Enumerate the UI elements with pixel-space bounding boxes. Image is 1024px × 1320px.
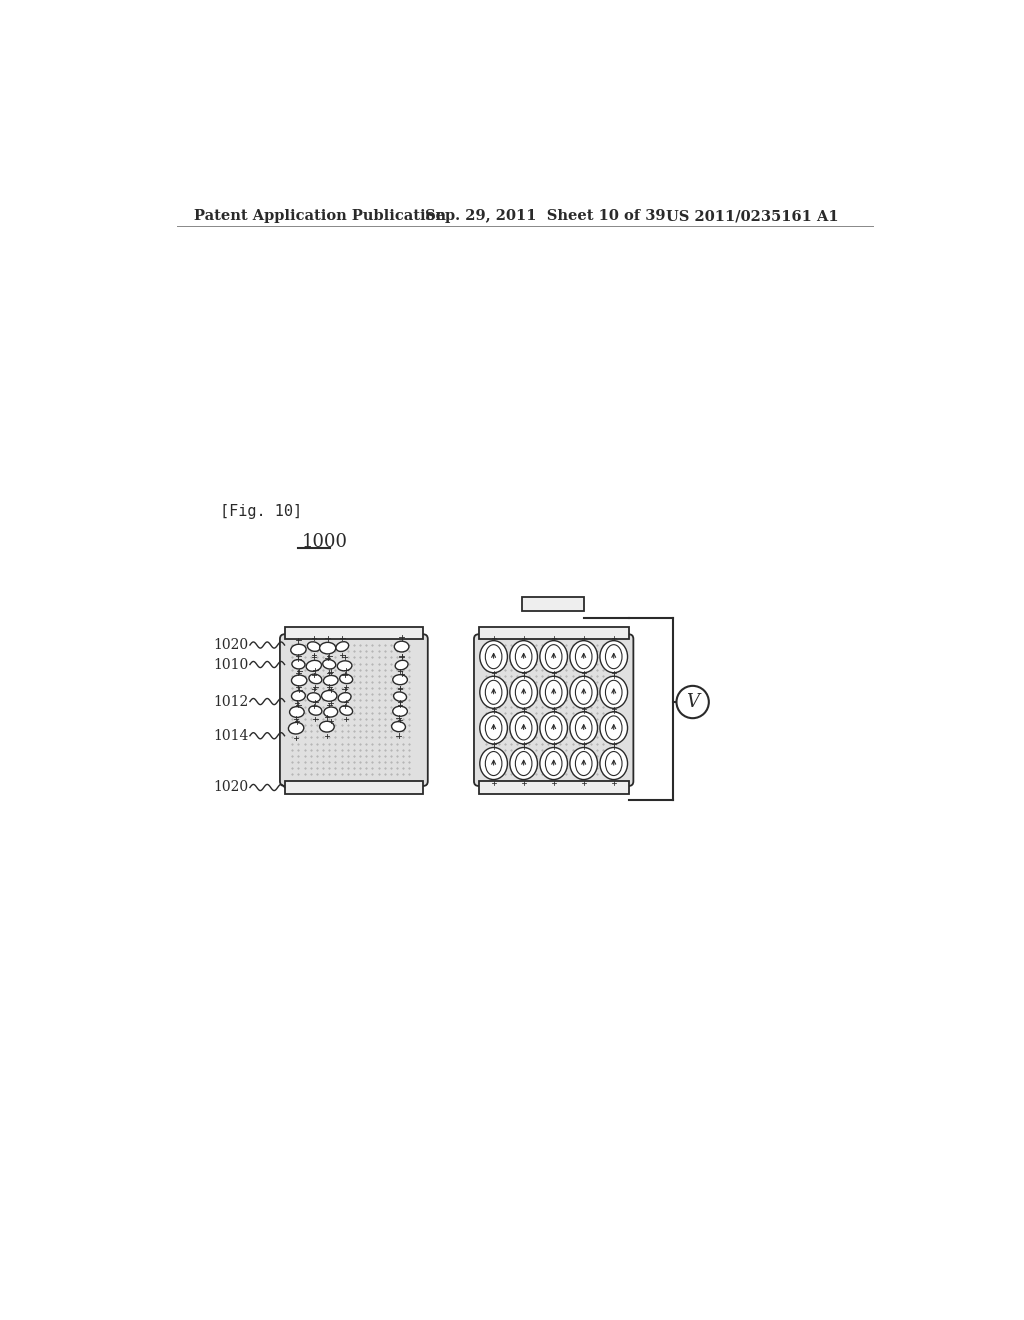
Ellipse shape bbox=[319, 721, 334, 733]
Ellipse shape bbox=[485, 680, 502, 705]
Ellipse shape bbox=[546, 680, 562, 705]
Ellipse shape bbox=[510, 676, 538, 709]
Ellipse shape bbox=[546, 751, 562, 776]
Ellipse shape bbox=[510, 711, 538, 744]
Text: US 2011/0235161 A1: US 2011/0235161 A1 bbox=[666, 209, 839, 223]
Ellipse shape bbox=[605, 680, 622, 705]
Ellipse shape bbox=[340, 675, 352, 684]
Text: Sep. 29, 2011  Sheet 10 of 39: Sep. 29, 2011 Sheet 10 of 39 bbox=[425, 209, 666, 223]
Ellipse shape bbox=[575, 644, 592, 669]
Ellipse shape bbox=[600, 711, 628, 744]
Ellipse shape bbox=[605, 751, 622, 776]
Ellipse shape bbox=[319, 643, 336, 653]
Ellipse shape bbox=[485, 715, 502, 741]
Text: Patent Application Publication: Patent Application Publication bbox=[195, 209, 446, 223]
Ellipse shape bbox=[510, 640, 538, 673]
Ellipse shape bbox=[291, 644, 306, 655]
Ellipse shape bbox=[570, 747, 598, 780]
Ellipse shape bbox=[292, 690, 305, 701]
Ellipse shape bbox=[393, 692, 407, 701]
Ellipse shape bbox=[540, 747, 567, 780]
Ellipse shape bbox=[391, 722, 406, 731]
Text: V: V bbox=[686, 693, 699, 711]
Ellipse shape bbox=[323, 660, 336, 669]
Ellipse shape bbox=[309, 675, 322, 684]
Text: [Fig. 10]: [Fig. 10] bbox=[220, 503, 302, 519]
FancyBboxPatch shape bbox=[280, 635, 428, 785]
Ellipse shape bbox=[546, 715, 562, 741]
Ellipse shape bbox=[515, 680, 531, 705]
Ellipse shape bbox=[292, 660, 305, 669]
Text: 1010: 1010 bbox=[213, 657, 249, 672]
Ellipse shape bbox=[307, 693, 321, 702]
Bar bbox=[522, 597, 584, 611]
Ellipse shape bbox=[393, 706, 408, 717]
Ellipse shape bbox=[570, 640, 598, 673]
Ellipse shape bbox=[575, 680, 592, 705]
Text: 1020: 1020 bbox=[213, 638, 249, 652]
Ellipse shape bbox=[515, 644, 531, 669]
Ellipse shape bbox=[309, 706, 322, 715]
Ellipse shape bbox=[306, 660, 322, 672]
Ellipse shape bbox=[480, 640, 508, 673]
Ellipse shape bbox=[540, 676, 567, 709]
Ellipse shape bbox=[540, 711, 567, 744]
Ellipse shape bbox=[480, 747, 508, 780]
Text: 1020: 1020 bbox=[213, 780, 249, 795]
Ellipse shape bbox=[338, 693, 351, 702]
Ellipse shape bbox=[515, 751, 531, 776]
Text: 1014: 1014 bbox=[213, 729, 249, 743]
Ellipse shape bbox=[485, 751, 502, 776]
Ellipse shape bbox=[575, 715, 592, 741]
Ellipse shape bbox=[290, 706, 304, 718]
Bar bbox=[285, 781, 423, 793]
Ellipse shape bbox=[600, 676, 628, 709]
Ellipse shape bbox=[337, 661, 352, 671]
Ellipse shape bbox=[307, 642, 321, 651]
Bar bbox=[285, 627, 423, 639]
Ellipse shape bbox=[605, 644, 622, 669]
Ellipse shape bbox=[605, 715, 622, 741]
Ellipse shape bbox=[510, 747, 538, 780]
Ellipse shape bbox=[292, 675, 307, 686]
Ellipse shape bbox=[289, 722, 304, 734]
Ellipse shape bbox=[394, 642, 409, 652]
Ellipse shape bbox=[324, 708, 338, 717]
Ellipse shape bbox=[324, 676, 338, 685]
Text: 1000: 1000 bbox=[301, 533, 347, 550]
Text: 1012: 1012 bbox=[213, 694, 249, 709]
Ellipse shape bbox=[340, 706, 352, 715]
Circle shape bbox=[677, 686, 709, 718]
Ellipse shape bbox=[322, 690, 337, 701]
Ellipse shape bbox=[485, 644, 502, 669]
Ellipse shape bbox=[575, 751, 592, 776]
Ellipse shape bbox=[480, 676, 508, 709]
Ellipse shape bbox=[570, 711, 598, 744]
FancyBboxPatch shape bbox=[474, 635, 634, 785]
Ellipse shape bbox=[546, 644, 562, 669]
Ellipse shape bbox=[600, 747, 628, 780]
Ellipse shape bbox=[393, 675, 408, 685]
Ellipse shape bbox=[480, 711, 508, 744]
Ellipse shape bbox=[540, 640, 567, 673]
Ellipse shape bbox=[336, 642, 348, 652]
Ellipse shape bbox=[570, 676, 598, 709]
Ellipse shape bbox=[600, 640, 628, 673]
Bar bbox=[478, 627, 629, 639]
Ellipse shape bbox=[395, 660, 408, 669]
Bar bbox=[478, 781, 629, 793]
Ellipse shape bbox=[515, 715, 531, 741]
